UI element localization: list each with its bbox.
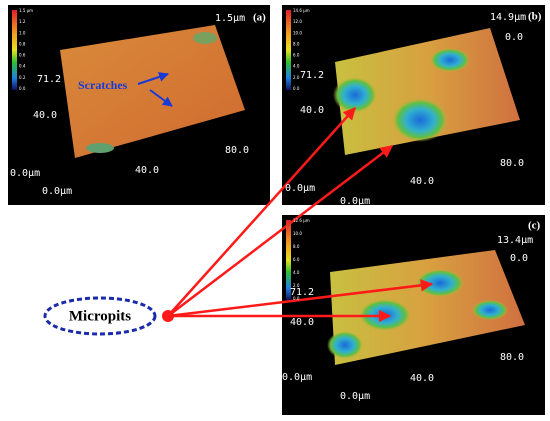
origin-dot	[162, 310, 174, 322]
colorbar-label: 14.6 μm	[293, 8, 310, 13]
surface-pit	[327, 331, 363, 359]
panel-label: (a)	[253, 12, 266, 24]
colorbar-label: 8.0	[293, 244, 300, 249]
arrow	[149, 89, 173, 107]
axis-label: 40.0	[410, 176, 434, 187]
colorbar-label: 1.2	[19, 19, 26, 24]
axis-label: 0.0μm	[340, 196, 370, 207]
colorbar-label: 2.0	[293, 283, 300, 288]
axis-label: 0.0μm	[340, 391, 370, 402]
panel-label: (c)	[528, 220, 541, 232]
surface-spot	[193, 32, 217, 44]
surface-spot	[86, 143, 114, 153]
surface	[335, 28, 520, 155]
arrow	[137, 72, 169, 85]
colorbar-label: 0.2	[19, 75, 26, 80]
colorbar-label: 2.0	[293, 75, 300, 80]
colorbar-label: 0.6	[19, 53, 26, 58]
micropits-ellipse	[43, 296, 157, 336]
axis-label: 40.0	[33, 110, 57, 121]
colorbar-label: 1.5 μm	[19, 8, 33, 13]
surface-pit	[472, 300, 508, 320]
colorbar-label: 10.0	[293, 231, 302, 236]
axis-label: 0.0μm	[10, 168, 40, 179]
surface-pit	[392, 98, 448, 142]
axis-label: 71.2	[300, 70, 324, 81]
colorbar-label: 0.4	[19, 64, 26, 69]
colorbar-label: 6.0	[293, 53, 300, 58]
colorbar-label: 6.0	[293, 257, 300, 262]
panel-label: (b)	[528, 11, 542, 23]
scratches-label: Scratches	[78, 78, 128, 92]
axis-label: 1.5μm	[215, 13, 245, 24]
colorbar	[286, 10, 291, 90]
surface	[330, 250, 525, 365]
axis-label: 40.0	[135, 165, 159, 176]
axis-label: 80.0	[225, 145, 249, 156]
axis-label: 40.0	[290, 317, 314, 328]
colorbar-label: 8.0	[293, 41, 300, 46]
axis-label: 71.2	[37, 74, 61, 85]
surface-pit	[333, 77, 377, 113]
colorbar-label: 10.0	[293, 30, 302, 35]
axis-label: 40.0	[300, 105, 324, 116]
axis-label: 80.0	[500, 352, 524, 363]
colorbar-label: 0.8	[19, 41, 26, 46]
arrows	[167, 107, 434, 323]
colorbar-label: 4.0	[293, 64, 300, 69]
micropits-label: Micropits	[69, 308, 131, 324]
colorbar-label: 4.0	[293, 270, 300, 275]
colorbar	[286, 220, 291, 300]
axis-label: 0.0μm	[285, 183, 315, 194]
colorbar-label: 0.0	[19, 86, 26, 91]
colorbar-label: 0.0	[293, 86, 300, 91]
axis-label: 80.0	[500, 158, 524, 169]
axis-label: 71.2	[290, 287, 314, 298]
axis-label: 0.0μm	[42, 186, 72, 197]
colorbar-label: 12.6 μm	[293, 218, 310, 223]
colorbar-label: 12.0	[293, 19, 302, 24]
axis-label: 14.9μm	[490, 12, 526, 23]
surface-pit	[430, 48, 470, 72]
colorbar-label: 1.0	[19, 30, 26, 35]
axis-label: 0.0	[505, 32, 523, 43]
surface-pit	[416, 269, 464, 297]
axis-label: 0.0μm	[282, 372, 312, 383]
axis-label: 40.0	[410, 373, 434, 384]
axis-label: 13.4μm	[497, 235, 533, 246]
axis-label: 0.0	[510, 253, 528, 264]
colorbar	[12, 10, 17, 90]
colorbar-label: 0.0	[293, 296, 300, 301]
